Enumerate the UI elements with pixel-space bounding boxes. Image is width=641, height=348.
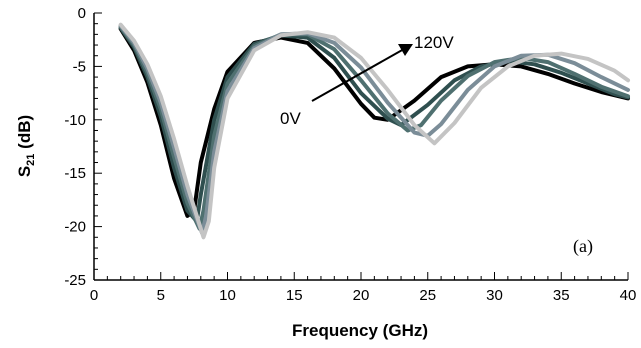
panel-label: (a) [573, 236, 593, 257]
series-line-1 [118, 27, 630, 218]
y-axis-title-sub: 21 [25, 154, 37, 166]
y-axis-title: S21 (dB) [15, 115, 37, 177]
x-tick-label: 20 [353, 287, 370, 304]
series-line-5 [118, 22, 630, 240]
voltage-arrow [311, 44, 413, 102]
x-tick-label: 40 [620, 287, 637, 304]
ticks [93, 12, 629, 281]
series-line-4 [118, 23, 630, 235]
x-tick-label: 30 [486, 287, 503, 304]
x-axis-title: Frequency (GHz) [292, 321, 428, 340]
x-tick-label: 35 [553, 287, 570, 304]
tick-labels: 0 5 10 15 20 25 30 35 40 0 -5 -10 -15 -20 -25 [64, 5, 636, 304]
y-axis-title-unit: (dB) [15, 115, 34, 154]
annotation-start: 0V [280, 109, 301, 128]
x-tick-label: 0 [90, 287, 98, 304]
voltage-arrow-line [311, 48, 405, 102]
annotation-end: 120V [414, 33, 454, 52]
y-tick-label: -5 [73, 58, 86, 75]
x-tick-label: 5 [157, 287, 165, 304]
y-axis-title-main: S [15, 166, 34, 177]
y-tick-label: 0 [78, 5, 86, 22]
x-tick-label: 10 [219, 287, 236, 304]
y-tick-label: -25 [64, 272, 86, 289]
y-tick-label: -10 [64, 112, 86, 129]
y-tick-label: -20 [64, 219, 86, 236]
plot-lines [118, 22, 630, 240]
y-tick-label: -15 [64, 165, 86, 182]
series-line-2 [118, 26, 630, 224]
x-tick-label: 15 [286, 287, 303, 304]
x-tick-label: 25 [419, 287, 436, 304]
voltage-arrow-head [398, 44, 413, 56]
